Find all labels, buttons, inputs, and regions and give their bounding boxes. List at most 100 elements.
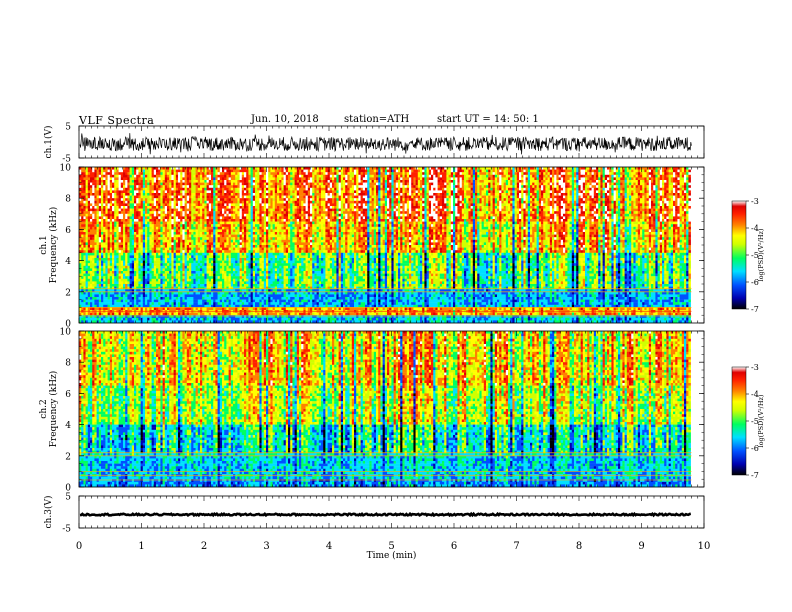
spectrogram-cell: [187, 183, 190, 186]
spectrogram-cell: [609, 190, 612, 193]
spectrogram-cell: [160, 175, 163, 178]
spectrogram-cell: [636, 193, 639, 196]
spectrogram-cell: [409, 175, 412, 178]
spectrogram-cell: [207, 203, 210, 206]
spectrogram-cell: [429, 188, 432, 191]
spectrogram-cell: [163, 172, 166, 175]
spectrogram-cell: [565, 196, 568, 199]
spectrogram-cell: [352, 190, 355, 193]
spectrogram-cell: [213, 203, 216, 206]
spectrogram-cell: [358, 190, 361, 193]
spectrogram-cell: [614, 203, 617, 206]
spectrogram-cell: [211, 172, 214, 175]
spectrogram-cell: [187, 203, 190, 206]
spectrogram-cell: [325, 183, 328, 186]
spectrogram-cell: [345, 209, 348, 212]
spectrogram-cell: [99, 203, 102, 206]
spectrogram-cell: [363, 188, 366, 191]
spectrogram-cell: [299, 188, 306, 191]
spectrogram-cell: [218, 190, 223, 193]
spectrogram-cell: [442, 170, 445, 173]
spectrogram-cell: [409, 170, 412, 173]
spectrogram-cell: [336, 206, 339, 209]
spectrogram-cell: [411, 170, 414, 173]
spectrogram-cell: [378, 196, 381, 199]
spectrogram-cell: [504, 170, 507, 173]
spectrogram-cell: [611, 193, 614, 196]
spectrogram-cell: [367, 201, 370, 204]
spectrogram-cell: [213, 180, 216, 183]
spectrogram-cell: [620, 180, 625, 183]
spectrogram-cell: [446, 167, 451, 170]
spectrogram-cell: [464, 201, 467, 204]
spectrogram-cell: [136, 183, 139, 186]
spectrogram-cell: [229, 188, 232, 191]
spectrogram-cell: [622, 206, 625, 209]
spectrogram-cell: [411, 196, 414, 199]
spectrogram-cell: [548, 177, 551, 180]
spectrogram-cell: [651, 193, 654, 196]
spectrogram-cell: [356, 180, 359, 183]
spectrogram-cell: [182, 193, 185, 196]
spectrogram-cell: [653, 183, 656, 186]
spectrogram-cell: [270, 170, 275, 173]
spectrogram-cell: [475, 167, 478, 170]
spectrogram-cell: [429, 190, 443, 193]
spectrogram-cell: [306, 198, 309, 201]
spectrogram-cell: [405, 193, 408, 196]
spectrogram-cell: [385, 193, 388, 196]
spectrogram-cell: [105, 183, 108, 186]
spectrogram-cell: [666, 180, 669, 183]
spectrogram-cell: [257, 188, 262, 191]
spectrogram-cell: [574, 190, 577, 193]
spectrogram-cell: [462, 209, 465, 212]
spectrogram-cell: [435, 211, 438, 214]
spectrogram-cell: [416, 188, 419, 191]
spectrogram-cell: [550, 209, 553, 212]
spectrogram-cell: [130, 203, 135, 206]
spectrogram-cell: [519, 180, 522, 183]
spectrogram-cell: [251, 209, 254, 212]
spectrogram-cell: [471, 172, 474, 175]
spectrogram-cell: [387, 167, 390, 170]
spectrogram-cell: [422, 185, 425, 188]
spectrogram-cell: [286, 198, 289, 201]
spectrogram-cell: [347, 180, 352, 183]
spectrogram-cell: [576, 211, 579, 214]
spectrogram-cell: [556, 206, 559, 209]
spectrogram-cell: [147, 211, 150, 214]
spectrogram-cell: [356, 203, 359, 206]
spectrogram-cell: [548, 198, 551, 201]
spectrogram-cell: [534, 183, 537, 186]
spectrogram-cell: [235, 211, 240, 214]
spectrogram-cell: [233, 188, 236, 191]
spectrogram-cell: [541, 170, 546, 173]
spectrogram-cell: [462, 211, 465, 214]
spectrogram-cell: [499, 172, 504, 175]
spectrogram-cell: [343, 193, 346, 196]
spectrogram-cell: [145, 201, 148, 204]
spectrogram-cell: [253, 203, 256, 206]
spectrogram-cell: [662, 185, 665, 188]
spectrogram-cell: [493, 206, 496, 209]
spectrogram-cell: [290, 193, 295, 196]
spectrogram-cell: [616, 170, 619, 173]
spectrogram-cell: [385, 175, 388, 178]
spectrogram-cell: [411, 209, 416, 212]
spectrogram-cell: [614, 167, 617, 170]
spectrogram-cell: [682, 170, 685, 173]
spectrogram-cell: [411, 183, 414, 186]
spectrogram-cell: [422, 180, 425, 183]
spectrogram-cell: [378, 193, 381, 196]
spectrogram-cell: [193, 196, 196, 199]
spectrogram-cell: [154, 175, 157, 178]
spectrogram-cell: [341, 180, 344, 183]
spectrogram-cell: [530, 209, 533, 212]
spectrogram-cell: [202, 209, 205, 212]
spectrogram-cell: [455, 198, 458, 201]
spectrogram-cell: [152, 193, 155, 196]
spectrogram-cell: [310, 183, 313, 186]
spectrogram-cell: [213, 196, 216, 199]
spectrogram-cell: [649, 180, 652, 183]
spectrogram-cell: [658, 175, 661, 178]
